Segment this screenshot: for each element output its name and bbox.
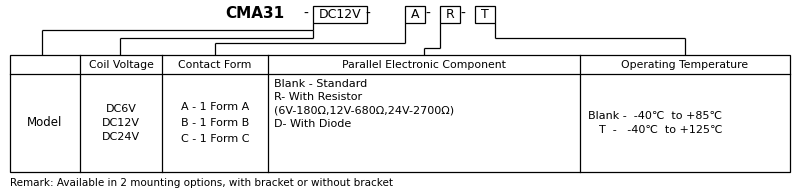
Text: Remark: Available in 2 mounting options, with bracket or without bracket: Remark: Available in 2 mounting options,…: [10, 178, 393, 188]
Text: -: -: [426, 7, 430, 21]
Text: DC12V: DC12V: [318, 7, 362, 20]
Text: T  -   -40℃  to +125℃: T - -40℃ to +125℃: [592, 125, 722, 135]
Text: -: -: [366, 7, 370, 21]
Text: -: -: [461, 7, 466, 21]
Text: Model: Model: [27, 116, 62, 129]
Text: T: T: [481, 7, 489, 20]
Bar: [475, 5, 495, 22]
Bar: [405, 5, 425, 22]
Text: DC6V
DC12V
DC24V: DC6V DC12V DC24V: [102, 104, 140, 142]
Text: Coil Voltage: Coil Voltage: [89, 59, 154, 69]
Bar: [440, 5, 460, 22]
Bar: [10, 55, 790, 172]
Text: R: R: [446, 7, 454, 20]
Text: Blank - Standard
R- With Resistor
(6V-180Ω,12V-680Ω,24V-2700Ω)
D- With Diode: Blank - Standard R- With Resistor (6V-18…: [274, 79, 454, 129]
Text: -: -: [303, 7, 309, 21]
Text: Contact Form: Contact Form: [178, 59, 252, 69]
Text: Operating Temperature: Operating Temperature: [622, 59, 749, 69]
Text: A: A: [410, 7, 419, 20]
Text: Blank -  -40℃  to +85℃: Blank - -40℃ to +85℃: [588, 111, 722, 121]
Text: CMA31: CMA31: [226, 6, 285, 21]
Text: A - 1 Form A
B - 1 Form B
C - 1 Form C: A - 1 Form A B - 1 Form B C - 1 Form C: [181, 102, 250, 144]
Bar: [313, 5, 367, 22]
Text: Parallel Electronic Component: Parallel Electronic Component: [342, 59, 506, 69]
